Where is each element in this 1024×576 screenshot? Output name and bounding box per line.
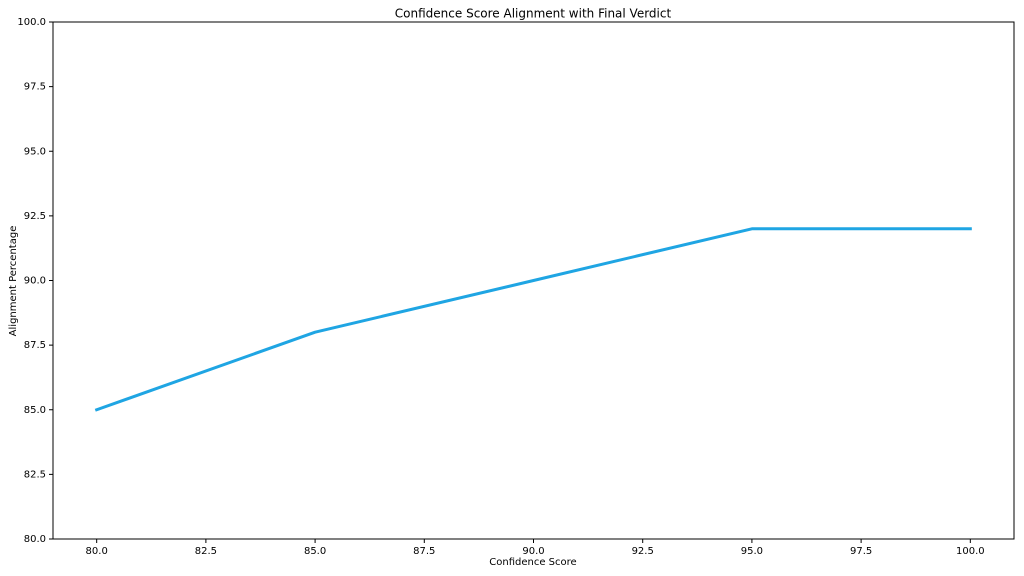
y-axis-label: Alignment Percentage: [8, 226, 19, 337]
x-tick-label: 90.0: [522, 546, 544, 557]
x-tick-label: 95.0: [741, 546, 763, 557]
x-tick-label: 85.0: [304, 546, 326, 557]
y-tick-label: 90.0: [24, 276, 46, 287]
y-tick-label: 87.5: [24, 340, 46, 351]
x-tick-label: 87.5: [413, 546, 435, 557]
y-tick-label: 80.0: [24, 534, 46, 545]
x-tick-label: 92.5: [632, 546, 654, 557]
y-tick-label: 82.5: [24, 469, 46, 480]
y-tick-label: 85.0: [24, 405, 46, 416]
y-tick-label: 100.0: [17, 17, 46, 28]
x-tick-label: 80.0: [86, 546, 108, 557]
x-tick-label: 82.5: [195, 546, 217, 557]
x-tick-label: 97.5: [850, 546, 872, 557]
y-tick-label: 97.5: [24, 82, 46, 93]
y-tick-label: 95.0: [24, 146, 46, 157]
data-line: [94, 227, 972, 412]
x-tick-label: 100.0: [956, 546, 985, 557]
chart-title: Confidence Score Alignment with Final Ve…: [395, 7, 672, 21]
x-axis-label: Confidence Score: [489, 557, 576, 568]
y-tick-label: 92.5: [24, 211, 46, 222]
